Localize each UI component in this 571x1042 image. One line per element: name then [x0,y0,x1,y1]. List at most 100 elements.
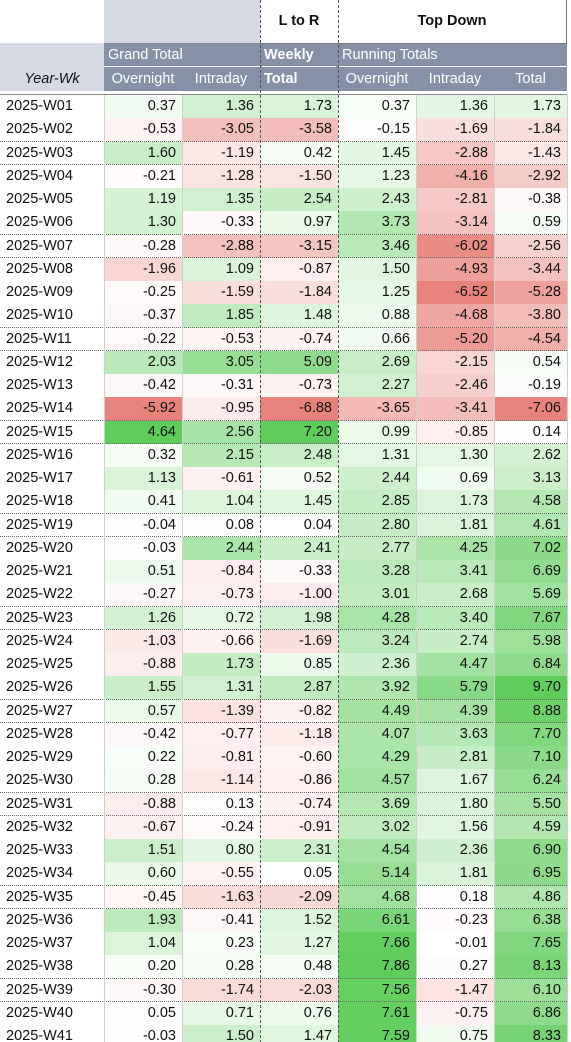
overnight-cell[interactable]: -0.45 [104,885,182,909]
running-total-cell[interactable]: 5.98 [494,629,567,653]
running-total-cell[interactable]: -7.06 [494,397,567,421]
running-total-cell[interactable]: 0.59 [494,211,567,235]
running-overnight-cell[interactable]: 4.28 [338,606,416,630]
running-overnight-cell[interactable]: 3.24 [338,629,416,653]
running-total-cell[interactable]: 6.69 [494,560,567,584]
running-total-cell[interactable]: 1.73 [494,95,567,119]
running-total-cell[interactable]: -3.44 [494,257,567,281]
running-total-cell[interactable]: 7.02 [494,536,567,560]
week-label[interactable]: 2025-W15 [0,420,104,444]
running-intraday-cell[interactable]: -0.85 [416,420,494,444]
week-label[interactable]: 2025-W40 [0,1001,104,1025]
intraday-cell[interactable]: 1.31 [182,676,260,700]
intraday-cell[interactable]: 1.04 [182,490,260,514]
running-total-cell[interactable]: -2.92 [494,164,567,188]
header-weekly-total[interactable]: Total [260,67,338,91]
running-intraday-cell[interactable]: 0.69 [416,467,494,491]
overnight-cell[interactable]: -0.22 [104,327,182,351]
weekly-total-cell[interactable]: 0.42 [260,141,338,165]
running-intraday-cell[interactable]: 1.73 [416,490,494,514]
running-intraday-cell[interactable]: 2.81 [416,746,494,770]
running-intraday-cell[interactable]: 3.63 [416,722,494,746]
running-intraday-cell[interactable]: -0.01 [416,932,494,956]
intraday-cell[interactable]: -0.66 [182,629,260,653]
running-total-cell[interactable]: 8.88 [494,699,567,723]
intraday-cell[interactable]: 1.85 [182,304,260,328]
running-total-cell[interactable]: -1.43 [494,141,567,165]
running-total-cell[interactable]: 8.13 [494,955,567,979]
week-label[interactable]: 2025-W13 [0,374,104,398]
running-intraday-cell[interactable]: 4.47 [416,653,494,677]
intraday-cell[interactable]: 0.08 [182,513,260,537]
overnight-cell[interactable]: -5.92 [104,397,182,421]
intraday-cell[interactable]: 0.23 [182,932,260,956]
intraday-cell[interactable]: -0.53 [182,327,260,351]
running-overnight-cell[interactable]: 1.31 [338,443,416,467]
weekly-total-cell[interactable]: 0.04 [260,513,338,537]
overnight-cell[interactable]: 1.93 [104,908,182,932]
week-label[interactable]: 2025-W12 [0,350,104,374]
overnight-cell[interactable]: 1.30 [104,211,182,235]
week-label[interactable]: 2025-W20 [0,536,104,560]
overnight-cell[interactable]: 0.05 [104,1001,182,1025]
running-intraday-cell[interactable]: -4.68 [416,304,494,328]
running-intraday-cell[interactable]: 2.36 [416,839,494,863]
intraday-cell[interactable]: 1.09 [182,257,260,281]
week-label[interactable]: 2025-W10 [0,304,104,328]
running-total-cell[interactable]: 5.69 [494,583,567,607]
intraday-cell[interactable]: 2.15 [182,443,260,467]
overnight-cell[interactable]: 1.51 [104,839,182,863]
week-label[interactable]: 2025-W37 [0,932,104,956]
running-total-cell[interactable]: 6.86 [494,1001,567,1025]
week-label[interactable]: 2025-W36 [0,908,104,932]
week-label[interactable]: 2025-W01 [0,95,104,119]
intraday-cell[interactable]: 0.28 [182,955,260,979]
overnight-cell[interactable]: -0.67 [104,815,182,839]
running-intraday-cell[interactable]: 3.40 [416,606,494,630]
weekly-total-cell[interactable]: -0.74 [260,327,338,351]
running-intraday-cell[interactable]: 5.79 [416,676,494,700]
weekly-total-cell[interactable]: 0.05 [260,862,338,886]
running-overnight-cell[interactable]: 2.44 [338,467,416,491]
running-intraday-cell[interactable]: 4.25 [416,536,494,560]
running-intraday-cell[interactable]: 2.74 [416,629,494,653]
header-intraday[interactable]: Intraday [182,67,260,91]
running-overnight-cell[interactable]: 4.68 [338,885,416,909]
weekly-total-cell[interactable]: 1.73 [260,95,338,119]
header-running-totals[interactable]: Running Totals [338,43,567,67]
overnight-cell[interactable]: -0.28 [104,234,182,258]
running-intraday-cell[interactable]: 2.68 [416,583,494,607]
running-overnight-cell[interactable]: 0.88 [338,304,416,328]
intraday-cell[interactable]: -1.74 [182,978,260,1002]
intraday-cell[interactable]: 1.35 [182,188,260,212]
running-overnight-cell[interactable]: 3.28 [338,560,416,584]
week-label[interactable]: 2025-W31 [0,792,104,816]
weekly-total-cell[interactable]: -0.91 [260,815,338,839]
header-weekly[interactable]: Weekly [260,43,338,67]
intraday-cell[interactable]: -0.31 [182,374,260,398]
intraday-cell[interactable]: -1.19 [182,141,260,165]
header-running-intraday[interactable]: Intraday [416,67,494,91]
overnight-cell[interactable]: 0.28 [104,769,182,793]
running-intraday-cell[interactable]: 4.39 [416,699,494,723]
overnight-cell[interactable]: 4.64 [104,420,182,444]
overnight-cell[interactable]: 0.51 [104,560,182,584]
running-overnight-cell[interactable]: 4.49 [338,699,416,723]
running-intraday-cell[interactable]: -3.41 [416,397,494,421]
running-intraday-cell[interactable]: 1.56 [416,815,494,839]
running-total-cell[interactable]: 7.10 [494,746,567,770]
running-intraday-cell[interactable]: 1.80 [416,792,494,816]
weekly-total-cell[interactable]: 0.76 [260,1001,338,1025]
running-overnight-cell[interactable]: 3.69 [338,792,416,816]
intraday-cell[interactable]: -0.33 [182,211,260,235]
running-total-cell[interactable]: 6.10 [494,978,567,1002]
running-overnight-cell[interactable]: 1.45 [338,141,416,165]
overnight-cell[interactable]: 0.57 [104,699,182,723]
running-intraday-cell[interactable]: -2.88 [416,141,494,165]
week-label[interactable]: 2025-W38 [0,955,104,979]
running-intraday-cell[interactable]: 1.30 [416,443,494,467]
running-total-cell[interactable]: 6.24 [494,769,567,793]
week-label[interactable]: 2025-W23 [0,606,104,630]
intraday-cell[interactable]: -2.88 [182,234,260,258]
running-total-cell[interactable]: 7.70 [494,722,567,746]
